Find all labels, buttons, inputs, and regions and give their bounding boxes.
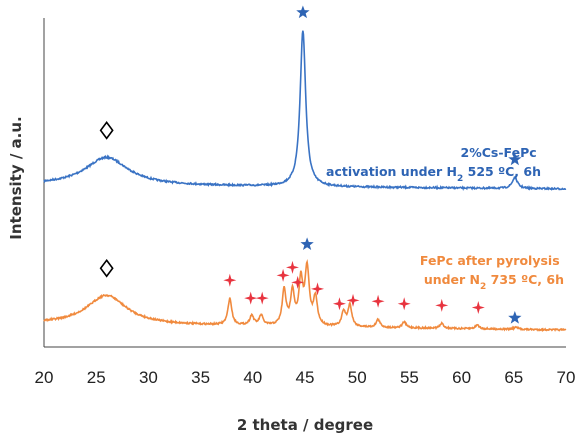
star-marker [508, 152, 522, 166]
star-marker [508, 311, 522, 324]
x-tick-label-25: 25 [87, 368, 106, 387]
diamond-marker [99, 121, 114, 140]
red-cross-marker [471, 301, 485, 315]
x-tick-label-50: 50 [348, 368, 367, 387]
x-tick-label-65: 65 [504, 368, 523, 387]
x-tick-label-40: 40 [243, 368, 262, 387]
red-cross-marker [311, 282, 325, 296]
red-cross-marker [223, 273, 237, 287]
y-axis-title: Intensity / a.u. [7, 116, 25, 239]
x-tick-label-45: 45 [296, 368, 315, 387]
annotation-orange: FePc after pyrolysis under N2 735 ºC, 6h [420, 253, 564, 292]
x-tick-label-70: 70 [557, 368, 576, 387]
series-layer [43, 30, 567, 333]
red-cross-marker [371, 294, 385, 308]
red-cross-marker [397, 297, 411, 311]
x-tick-label-60: 60 [452, 368, 471, 387]
x-tick-label-55: 55 [400, 368, 419, 387]
annotation-blue: 2%Cs-FePc activation under H2 525 ºC, 6h [326, 145, 541, 184]
x-axis-title: 2 theta / degree [237, 416, 373, 434]
red-cross-marker [346, 293, 360, 307]
star-marker [300, 237, 314, 251]
red-cross-marker [291, 275, 305, 289]
star-marker [296, 5, 310, 19]
red-cross-marker [244, 291, 258, 305]
x-tick-label-30: 30 [139, 368, 158, 387]
series-line-1 [43, 259, 567, 333]
x-tick-labels: 20 25 30 35 40 45 50 55 60 65 70 [35, 368, 576, 387]
red-cross-marker [255, 291, 269, 305]
series-line-0 [43, 30, 567, 191]
red-cross-marker [435, 298, 449, 312]
marker-layer [99, 5, 522, 324]
x-tick-label-35: 35 [191, 368, 210, 387]
plot-area [43, 18, 566, 348]
red-cross-marker [276, 268, 290, 282]
red-cross-marker [285, 260, 299, 274]
red-cross-marker [332, 297, 346, 311]
diamond-marker [99, 258, 114, 278]
x-tick-label-20: 20 [35, 368, 54, 387]
